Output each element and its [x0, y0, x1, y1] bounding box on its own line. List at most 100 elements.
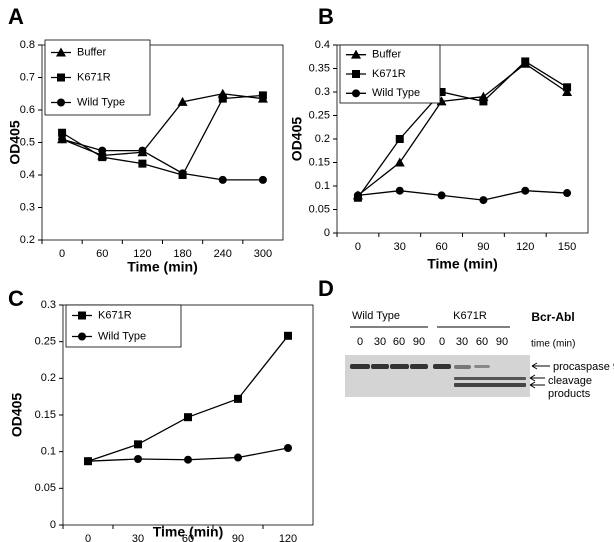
marker [98, 153, 107, 162]
panel-label: A [8, 4, 24, 29]
legend-label: Buffer [372, 49, 401, 61]
group-label: Wild Type [352, 310, 400, 322]
y-tick-label: 0.5 [20, 136, 35, 148]
y-tick-label: 0.4 [20, 169, 35, 181]
marker [563, 189, 572, 198]
marker [98, 146, 107, 155]
y-tick-label: 0.05 [309, 203, 330, 215]
marker [479, 97, 488, 106]
arrows [529, 362, 550, 389]
marker [57, 73, 65, 82]
marker [134, 455, 142, 463]
y-tick-label: 0.6 [20, 104, 35, 116]
y-tick-label: 0.8 [20, 39, 35, 51]
marker [284, 444, 292, 452]
marker [218, 175, 227, 184]
marker [353, 191, 362, 200]
x-tick-label: 90 [232, 533, 244, 542]
annotation: procaspase 9 [553, 361, 614, 373]
y-tick-label: 0.7 [20, 71, 35, 83]
lane-label: 60 [393, 336, 405, 348]
legend-label: Wild Type [98, 330, 146, 342]
x-tick-label: 0 [85, 533, 91, 542]
y-tick-label: 0.1 [315, 180, 330, 192]
marker [58, 135, 67, 144]
lane-label: 30 [456, 336, 468, 348]
marker [57, 98, 65, 107]
y-tick-label: 0.2 [20, 234, 35, 246]
marker [258, 175, 267, 184]
marker [78, 311, 86, 320]
series-line [357, 190, 568, 201]
x-tick-label: 0 [355, 241, 361, 253]
legend-label: K671R [372, 68, 406, 80]
marker [178, 169, 187, 178]
marker [395, 186, 404, 195]
marker [138, 159, 147, 168]
y-axis-label: OD405 [289, 117, 305, 162]
x-tick-label: 120 [279, 533, 297, 542]
marker [284, 331, 292, 340]
marker [134, 440, 142, 449]
time-label: time (min) [531, 339, 575, 350]
legend-label: Buffer [77, 46, 106, 58]
marker [352, 89, 360, 98]
marker [479, 196, 488, 205]
marker [352, 70, 360, 78]
lane-label: 60 [476, 336, 488, 348]
panel-label: C [8, 286, 24, 311]
y-tick-label: 0.35 [309, 62, 330, 74]
marker [563, 83, 572, 92]
x-tick-label: 240 [214, 248, 232, 260]
marker [521, 186, 530, 195]
series-line [61, 94, 263, 176]
x-tick-label: 60 [96, 248, 108, 260]
series-line [61, 138, 263, 181]
marker [437, 191, 446, 200]
x-tick-label: 60 [182, 533, 194, 542]
x-axis-label: Time (min) [153, 524, 224, 540]
x-axis-label: Time (min) [427, 256, 498, 272]
series-line [357, 62, 568, 196]
marker [58, 128, 67, 137]
marker [184, 413, 192, 422]
marker [437, 88, 446, 96]
lane-label: 0 [357, 336, 363, 348]
marker [138, 146, 147, 155]
y-axis-label: OD405 [9, 393, 25, 438]
y-tick-label: 0.3 [20, 201, 35, 213]
x-tick-label: 300 [254, 248, 272, 260]
lane-label: 0 [439, 336, 445, 348]
group-label: K671R [453, 310, 487, 322]
lane-label: 30 [374, 336, 386, 348]
x-tick-label: 120 [133, 248, 151, 260]
y-tick-label: 0.15 [35, 409, 56, 421]
legend-label: Wild Type [77, 96, 125, 108]
annotation: cleavage [548, 375, 592, 387]
x-tick-label: 180 [173, 248, 191, 260]
y-tick-label: 0.15 [309, 156, 330, 168]
x-tick-label: 150 [558, 241, 576, 253]
legend-label: Wild Type [372, 87, 420, 99]
y-tick-label: 0.3 [41, 299, 56, 311]
protein-label: Bcr-Abl [531, 310, 574, 324]
marker [521, 57, 530, 66]
y-axis-label: OD405 [7, 120, 23, 165]
series-line [357, 60, 568, 199]
marker [177, 96, 188, 106]
x-axis-label: Time (min) [127, 259, 198, 275]
marker [562, 87, 573, 96]
marker [234, 453, 242, 462]
marker [184, 455, 192, 464]
y-tick-label: 0 [50, 519, 56, 531]
x-tick-label: 0 [59, 248, 65, 260]
marker [394, 157, 405, 167]
y-tick-label: 0.2 [41, 372, 56, 384]
panel-label: B [318, 4, 334, 29]
legend-label: K671R [77, 71, 111, 83]
x-tick-label: 120 [516, 241, 534, 253]
legend-label: K671R [98, 309, 132, 321]
marker [351, 49, 361, 59]
